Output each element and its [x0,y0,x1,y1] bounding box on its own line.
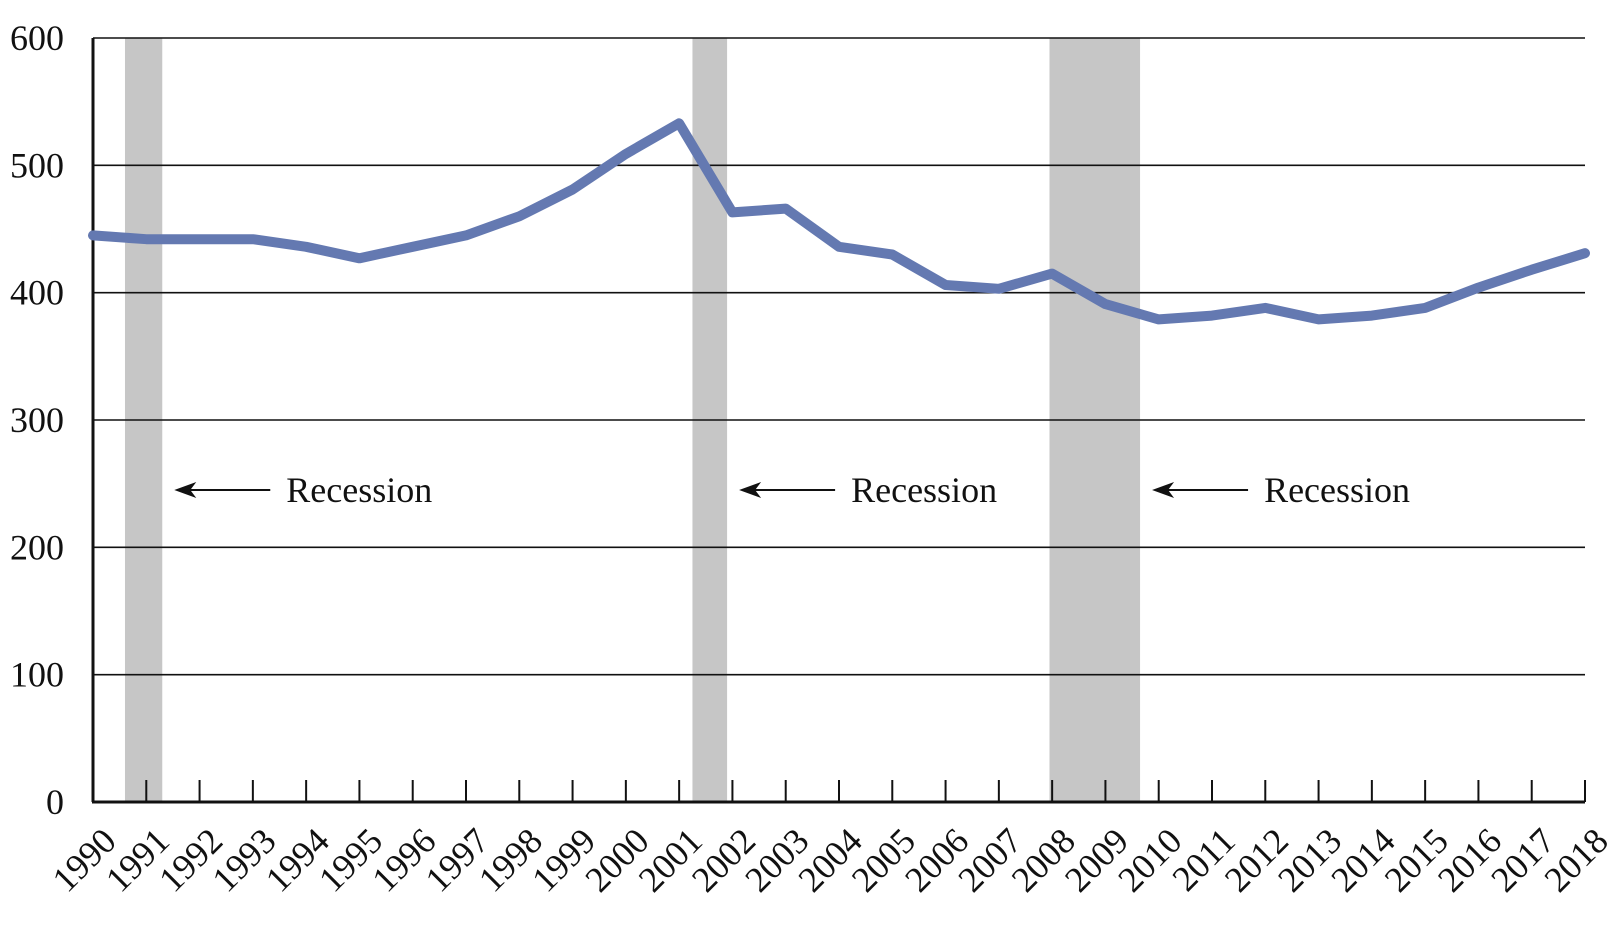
arrow-head-icon [1152,482,1175,498]
series-lines [88,118,1590,325]
y-tick-label: 200 [10,527,64,567]
y-tick-label: 500 [10,145,64,185]
y-tick-label: 300 [10,400,64,440]
recession-label: Recession [286,470,432,510]
arrow-head-icon [739,482,762,498]
y-tick-label: 100 [10,655,64,695]
axes [91,38,1586,804]
recession-annotation: Recession [1152,470,1410,510]
tick-labels: 0100200300400500600199019911992199319941… [10,18,1616,900]
recession-label: Recession [1264,470,1410,510]
recession-annotation: Recession [739,470,997,510]
x-tick-label: 2018 [1537,820,1616,899]
y-tick-label: 600 [10,18,64,58]
y-tick-label: 400 [10,273,64,313]
y-tick-label: 0 [46,782,64,822]
recession-label: Recession [851,470,997,510]
gridlines [93,37,1585,676]
arrow-head-icon [174,482,197,498]
recession-annotation: Recession [174,470,432,510]
annotations: Recession Recession Recession [174,470,1410,510]
series-line [88,118,1590,325]
